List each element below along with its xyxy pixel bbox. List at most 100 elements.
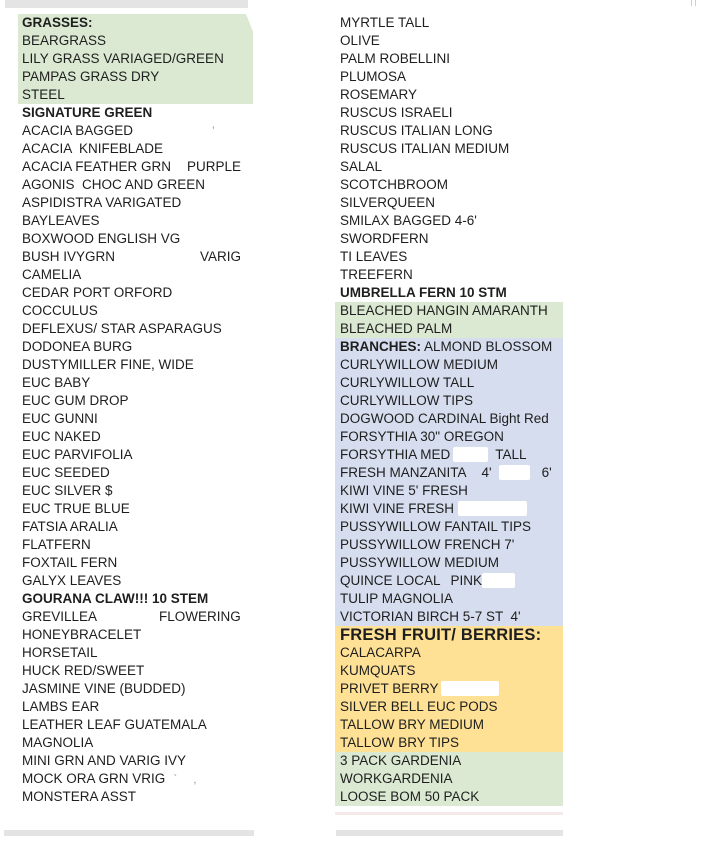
list-item: EUC GUNNI: [18, 410, 253, 428]
list-item: STEEL: [18, 86, 253, 104]
item-text: MINI GRN AND VARIG IVY: [22, 753, 187, 768]
item-text: GREVILLEA: [22, 609, 98, 624]
item-text: EUC TRUE BLUE: [22, 501, 130, 516]
item-text: MONSTERA ASST: [22, 789, 137, 804]
spacer: [492, 476, 499, 477]
item-text: FLOWERING: [159, 609, 241, 624]
item-text: RUSCUS ITALIAN MEDIUM: [340, 141, 510, 156]
item-text: EUC GUM DROP: [22, 393, 129, 408]
item-text: TALLOW BRY MEDIUM: [340, 717, 485, 732]
list-item: MAGNOLIA: [18, 734, 253, 752]
list-item: ACACIA FEATHER GRN PURPLE: [18, 158, 253, 176]
item-text: EUC SEEDED: [22, 465, 110, 480]
list-item: JASMINE VINE (BUDDED): [18, 680, 253, 698]
item-text: BRANCHES:: [340, 339, 421, 354]
item-text: CURLYWILLOW TIPS: [340, 393, 474, 408]
list-item: PRIVET BERRY: [335, 680, 563, 698]
list-item: LOOSE BOM 50 PACK: [335, 788, 563, 806]
list-item: MYRTLE TALL: [335, 14, 563, 32]
item-text: ACACIA BAGGED: [22, 123, 134, 138]
item-text: CURLYWILLOW TALL: [340, 375, 475, 390]
list-item: SILVER BELL EUC PODS: [335, 698, 563, 716]
list-item: MINI GRN AND VARIG IVY: [18, 752, 253, 770]
item-text: AGONIS CHOC AND GREEN: [22, 177, 206, 192]
page-edge-mark: [695, 0, 696, 6]
stray-mark: ’: [212, 124, 215, 138]
list-item: KUMQUATS: [335, 662, 563, 680]
item-text: CEDAR PORT ORFORD: [22, 285, 173, 300]
item-text: PAMPAS GRASS DRY: [22, 69, 160, 84]
right-column-list: MYRTLE TALL OLIVE PALM ROBELLINI PLUMOSA ROS…: [335, 14, 563, 806]
whiteout-box: [453, 447, 489, 462]
item-text: VARIG: [200, 249, 242, 264]
item-text: SCOTCHBROOM: [340, 177, 448, 192]
list-item: PAMPAS GRASS DRY: [18, 68, 253, 86]
item-text: HORSETAIL: [22, 645, 98, 660]
list-item: 3 PACK GARDENIA: [335, 752, 563, 770]
list-item: BLEACHED PALM: [335, 320, 563, 338]
whiteout-box: [440, 681, 499, 696]
list-item: EUC TRUE BLUE: [18, 500, 253, 518]
list-item: PLUMOSA: [335, 68, 563, 86]
item-text: COCCULUS: [22, 303, 98, 318]
list-item: TREEFERN: [335, 266, 563, 284]
list-item: FORSYTHIA MED TALL: [335, 446, 563, 464]
list-item: PUSSYWILLOW MEDIUM: [335, 554, 563, 572]
list-item: FLATFERN: [18, 536, 253, 554]
item-text: ALMOND BLOSSOM: [421, 339, 553, 354]
spacer: [171, 170, 187, 171]
item-text: DEFLEXUS/ STAR ASPARAGUS: [22, 321, 222, 336]
list-item: TI LEAVES: [335, 248, 563, 266]
list-item: QUINCE LOCAL PINK: [335, 572, 563, 590]
list-item: LILY GRASS VARIAGED/GREEN: [18, 50, 253, 68]
item-text: KUMQUATS: [340, 663, 416, 678]
list-item: BLEACHED HANGIN AMARANTH: [335, 302, 563, 320]
item-text: BLEACHED HANGIN AMARANTH: [340, 303, 548, 318]
list-item: TALLOW BRY TIPS: [335, 734, 563, 752]
list-item: DUSTYMILLER FINE, WIDE: [18, 356, 253, 374]
item-text: OLIVE: [340, 33, 380, 48]
list-item: RUSCUS ISRAELI: [335, 104, 563, 122]
item-text: EUC GUNNI: [22, 411, 98, 426]
list-item: EUC SILVER $: [18, 482, 253, 500]
list-item: SILVERQUEEN: [335, 194, 563, 212]
item-text: EUC PARVIFOLIA: [22, 447, 133, 462]
list-item: KIWI VINE 5' FRESH: [335, 482, 563, 500]
item-text: FORSYTHIA 30" OREGON: [340, 429, 504, 444]
top-scrollbar-fragment: [5, 0, 248, 8]
list-item: EUC PARVIFOLIA: [18, 446, 253, 464]
list-item: BAYLEAVES: [18, 212, 253, 230]
list-item: SIGNATURE GREEN: [18, 104, 253, 122]
item-text: EUC NAKED: [22, 429, 101, 444]
list-item: AGONIS CHOC AND GREEN: [18, 176, 253, 194]
item-text: MAGNOLIA: [22, 735, 94, 750]
item-text: PALM ROBELLINI: [340, 51, 451, 66]
list-item: ROSEMARY: [335, 86, 563, 104]
item-text: UMBRELLA FERN 10 STM: [340, 285, 507, 300]
item-text: EUC BABY: [22, 375, 91, 390]
list-item: DOGWOOD CARDINAL Bight Red: [335, 410, 563, 428]
item-text: SWORDFERN: [340, 231, 429, 246]
item-text: ACACIA FEATHER GRN: [22, 159, 172, 174]
list-item: WORKGARDENIA: [335, 770, 563, 788]
list-item: CALACARPA: [335, 644, 563, 662]
faint-divider-line: [335, 812, 563, 815]
page-edge-mark: [691, 0, 692, 6]
stray-mark: `: [173, 772, 178, 786]
list-item: HONEYBRACELET: [18, 626, 253, 644]
item-text: LEATHER LEAF GUATEMALA: [22, 717, 207, 732]
whiteout-box: [458, 501, 528, 516]
list-item: EUC GUM DROP: [18, 392, 253, 410]
list-item: BEARGRASS: [18, 32, 253, 50]
list-item: GREVILLEA FLOWERING: [18, 608, 253, 626]
corner-notch: [246, 14, 254, 34]
list-item: EUC BABY: [18, 374, 253, 392]
list-item: GALYX LEAVES: [18, 572, 253, 590]
list-item: PALM ROBELLINI: [335, 50, 563, 68]
item-text: FORSYTHIA MED: [340, 447, 451, 462]
list-item: FRESH MANZANITA 4' 6': [335, 464, 563, 482]
item-text: LILY GRASS VARIAGED/GREEN: [22, 51, 224, 66]
list-item: BOXWOOD ENGLISH VG: [18, 230, 253, 248]
spacer: [115, 260, 200, 261]
item-text: ASPIDISTRA VARIGATED: [22, 195, 182, 210]
